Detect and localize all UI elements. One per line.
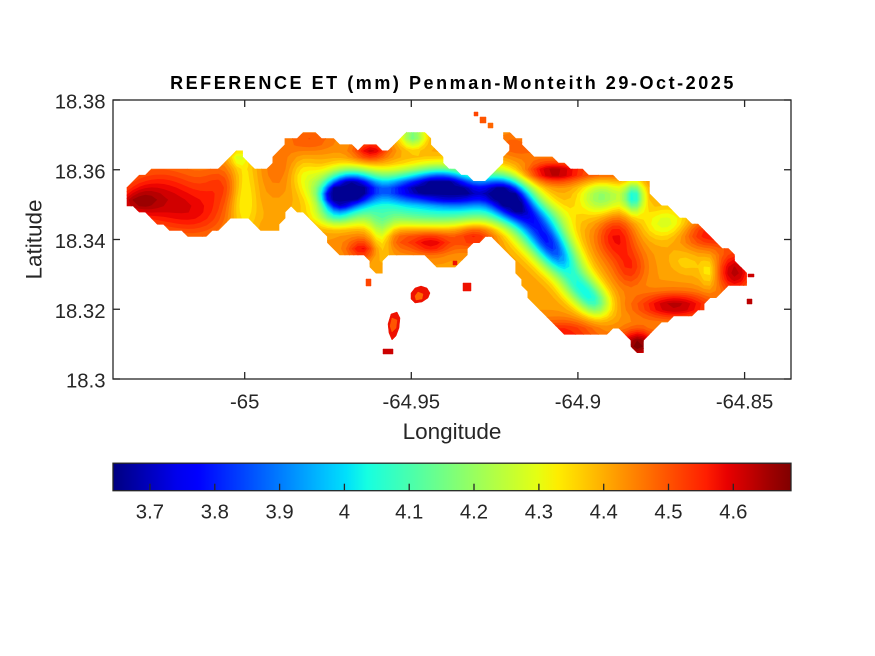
svg-text:4.2: 4.2 xyxy=(460,501,488,523)
svg-text:4: 4 xyxy=(339,501,350,523)
svg-text:-65: -65 xyxy=(230,392,259,414)
svg-text:Latitude: Latitude xyxy=(22,199,47,279)
svg-text:3.8: 3.8 xyxy=(201,501,229,523)
svg-text:4.3: 4.3 xyxy=(525,501,553,523)
svg-text:Longitude: Longitude xyxy=(403,419,502,444)
svg-text:18.36: 18.36 xyxy=(55,161,106,183)
svg-text:4.4: 4.4 xyxy=(590,501,618,523)
svg-text:18.38: 18.38 xyxy=(55,92,106,114)
svg-text:-64.85: -64.85 xyxy=(716,392,774,414)
svg-text:REFERENCE ET (mm) Penman-Monte: REFERENCE ET (mm) Penman-Monteith 29-Oct… xyxy=(170,73,736,93)
svg-text:-64.9: -64.9 xyxy=(555,392,601,414)
svg-text:4.5: 4.5 xyxy=(654,501,682,523)
svg-text:18.34: 18.34 xyxy=(55,231,106,253)
svg-text:4.1: 4.1 xyxy=(395,501,423,523)
svg-text:18.32: 18.32 xyxy=(55,301,106,323)
svg-text:18.3: 18.3 xyxy=(66,371,105,393)
svg-text:3.7: 3.7 xyxy=(136,501,164,523)
svg-text:3.9: 3.9 xyxy=(265,501,293,523)
svg-text:4.6: 4.6 xyxy=(719,501,747,523)
svg-text:-64.95: -64.95 xyxy=(383,392,441,414)
